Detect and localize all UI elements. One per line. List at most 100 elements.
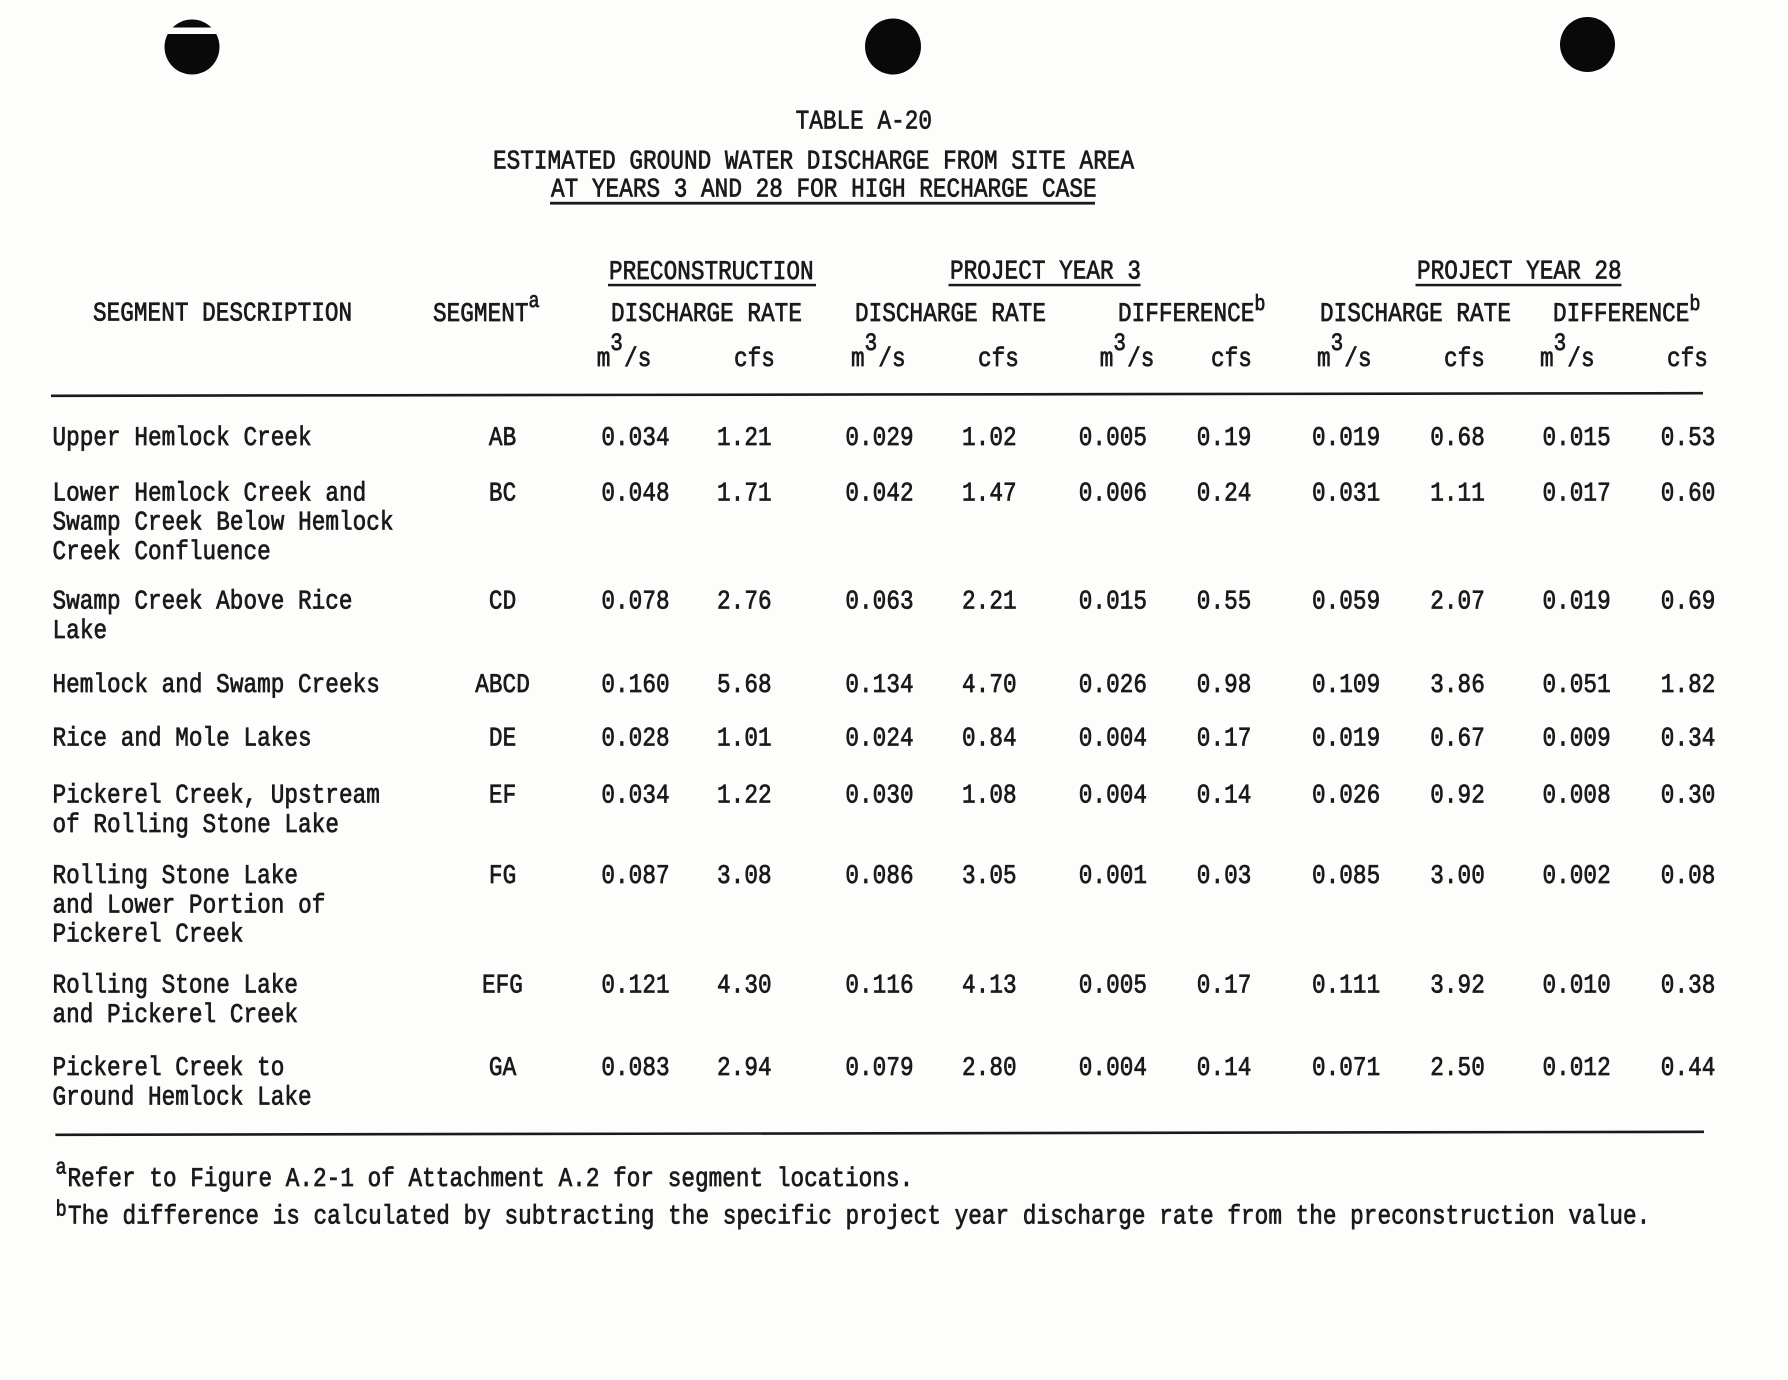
svg-text:a: a xyxy=(56,1156,67,1181)
svg-text:0.001: 0.001 xyxy=(1079,862,1147,892)
svg-text:0.009: 0.009 xyxy=(1543,725,1611,755)
svg-text:EFG: EFG xyxy=(482,972,523,1002)
svg-text:0.44: 0.44 xyxy=(1661,1054,1716,1084)
svg-text:2.80: 2.80 xyxy=(962,1054,1017,1084)
svg-text:0.026: 0.026 xyxy=(1079,671,1147,701)
svg-text:0.14: 0.14 xyxy=(1197,782,1252,812)
svg-text:0.026: 0.026 xyxy=(1312,782,1380,812)
svg-text:0.160: 0.160 xyxy=(601,671,669,701)
svg-text:and Lower Portion of: and Lower Portion of xyxy=(53,891,326,921)
svg-text:0.121: 0.121 xyxy=(601,972,669,1002)
svg-text:0.071: 0.071 xyxy=(1312,1054,1380,1084)
svg-text:a: a xyxy=(529,289,540,314)
svg-text:1.02: 1.02 xyxy=(962,424,1017,454)
svg-text:3.05: 3.05 xyxy=(962,862,1017,892)
svg-text:2.94: 2.94 xyxy=(717,1054,772,1084)
svg-text:0.005: 0.005 xyxy=(1079,972,1147,1002)
svg-text:0.004: 0.004 xyxy=(1079,1054,1147,1084)
svg-text:Lake: Lake xyxy=(53,617,108,647)
svg-text:Swamp Creek Below Hemlock: Swamp Creek Below Hemlock xyxy=(53,509,394,539)
svg-text:4.70: 4.70 xyxy=(962,671,1017,701)
svg-text:0.03: 0.03 xyxy=(1197,862,1252,892)
svg-text:4.13: 4.13 xyxy=(962,972,1017,1002)
svg-text:1.71: 1.71 xyxy=(717,479,772,509)
svg-text:1.21: 1.21 xyxy=(717,424,772,454)
svg-text:PROJECT YEAR 3: PROJECT YEAR 3 xyxy=(950,258,1141,288)
svg-text:/s: /s xyxy=(624,345,651,375)
svg-text:3.08: 3.08 xyxy=(717,862,772,892)
svg-text:Rolling Stone Lake: Rolling Stone Lake xyxy=(53,862,299,892)
svg-text:3: 3 xyxy=(1331,329,1344,358)
svg-text:CD: CD xyxy=(489,588,516,618)
svg-text:0.010: 0.010 xyxy=(1543,972,1611,1002)
svg-text:0.17: 0.17 xyxy=(1197,725,1252,755)
svg-text:Rice and Mole Lakes: Rice and Mole Lakes xyxy=(53,725,312,755)
svg-text:3.00: 3.00 xyxy=(1430,862,1485,892)
svg-text:0.015: 0.015 xyxy=(1543,424,1611,454)
svg-text:/s: /s xyxy=(1567,345,1594,375)
svg-text:5.68: 5.68 xyxy=(717,671,772,701)
svg-text:0.67: 0.67 xyxy=(1430,725,1485,755)
svg-text:0.024: 0.024 xyxy=(845,725,913,755)
svg-text:0.98: 0.98 xyxy=(1197,671,1252,701)
svg-text:0.078: 0.078 xyxy=(601,588,669,618)
svg-text:PRECONSTRUCTION: PRECONSTRUCTION xyxy=(609,258,814,288)
svg-text:0.048: 0.048 xyxy=(601,479,669,509)
svg-text:FG: FG xyxy=(489,862,516,892)
svg-text:0.53: 0.53 xyxy=(1661,424,1716,454)
svg-text:3.92: 3.92 xyxy=(1430,972,1485,1002)
svg-text:cfs: cfs xyxy=(1211,345,1252,375)
svg-text:m: m xyxy=(851,345,865,375)
svg-text:/s: /s xyxy=(1344,345,1371,375)
svg-text:m: m xyxy=(1100,345,1114,375)
svg-text:cfs: cfs xyxy=(1444,345,1485,375)
svg-text:Pickerel Creek, Upstream: Pickerel Creek, Upstream xyxy=(53,782,380,812)
svg-text:0.017: 0.017 xyxy=(1543,479,1611,509)
svg-text:AB: AB xyxy=(489,424,516,454)
svg-text:Swamp Creek Above Rice: Swamp Creek Above Rice xyxy=(53,588,353,618)
svg-text:0.019: 0.019 xyxy=(1312,725,1380,755)
svg-text:0.012: 0.012 xyxy=(1543,1054,1611,1084)
svg-text:2.76: 2.76 xyxy=(717,588,772,618)
svg-text:DISCHARGE RATE: DISCHARGE RATE xyxy=(611,300,802,330)
svg-text:SEGMENT: SEGMENT xyxy=(433,300,529,330)
svg-text:0.006: 0.006 xyxy=(1079,479,1147,509)
svg-text:b: b xyxy=(56,1198,67,1223)
svg-text:0.019: 0.019 xyxy=(1543,588,1611,618)
svg-text:0.69: 0.69 xyxy=(1661,588,1716,618)
svg-text:0.034: 0.034 xyxy=(601,424,669,454)
svg-text:Lower Hemlock Creek and: Lower Hemlock Creek and xyxy=(53,479,367,509)
svg-text:/s: /s xyxy=(878,345,905,375)
svg-text:1.11: 1.11 xyxy=(1430,479,1485,509)
svg-text:Ground Hemlock Lake: Ground Hemlock Lake xyxy=(53,1083,312,1113)
svg-text:2.07: 2.07 xyxy=(1430,588,1485,618)
svg-text:0.84: 0.84 xyxy=(962,725,1017,755)
svg-text:2.21: 2.21 xyxy=(962,588,1017,618)
svg-text:Upper Hemlock Creek: Upper Hemlock Creek xyxy=(53,424,312,454)
svg-text:0.60: 0.60 xyxy=(1661,479,1716,509)
svg-text:2.50: 2.50 xyxy=(1430,1054,1485,1084)
svg-text:0.083: 0.083 xyxy=(601,1054,669,1084)
svg-text:SEGMENT DESCRIPTION: SEGMENT DESCRIPTION xyxy=(93,300,352,330)
svg-text:0.17: 0.17 xyxy=(1197,972,1252,1002)
svg-text:3.86: 3.86 xyxy=(1430,671,1485,701)
svg-text:0.079: 0.079 xyxy=(845,1054,913,1084)
svg-text:0.051: 0.051 xyxy=(1543,671,1611,701)
svg-text:0.14: 0.14 xyxy=(1197,1054,1252,1084)
svg-text:0.08: 0.08 xyxy=(1661,862,1716,892)
svg-text:0.028: 0.028 xyxy=(601,725,669,755)
svg-text:ESTIMATED GROUND WATER DISCHAR: ESTIMATED GROUND WATER DISCHARGE FROM SI… xyxy=(493,148,1135,178)
svg-text:0.030: 0.030 xyxy=(845,782,913,812)
svg-text:0.111: 0.111 xyxy=(1312,972,1380,1002)
svg-text:EF: EF xyxy=(489,782,516,812)
svg-text:m: m xyxy=(1540,345,1554,375)
svg-text:3: 3 xyxy=(1113,329,1126,358)
svg-text:0.042: 0.042 xyxy=(845,479,913,509)
svg-text:0.034: 0.034 xyxy=(601,782,669,812)
svg-text:0.005: 0.005 xyxy=(1079,424,1147,454)
svg-text:0.063: 0.063 xyxy=(845,588,913,618)
svg-text:cfs: cfs xyxy=(734,345,775,375)
svg-text:BC: BC xyxy=(489,479,516,509)
svg-text:DISCHARGE RATE: DISCHARGE RATE xyxy=(855,300,1046,330)
svg-text:DIFFERENCE: DIFFERENCE xyxy=(1118,300,1254,330)
